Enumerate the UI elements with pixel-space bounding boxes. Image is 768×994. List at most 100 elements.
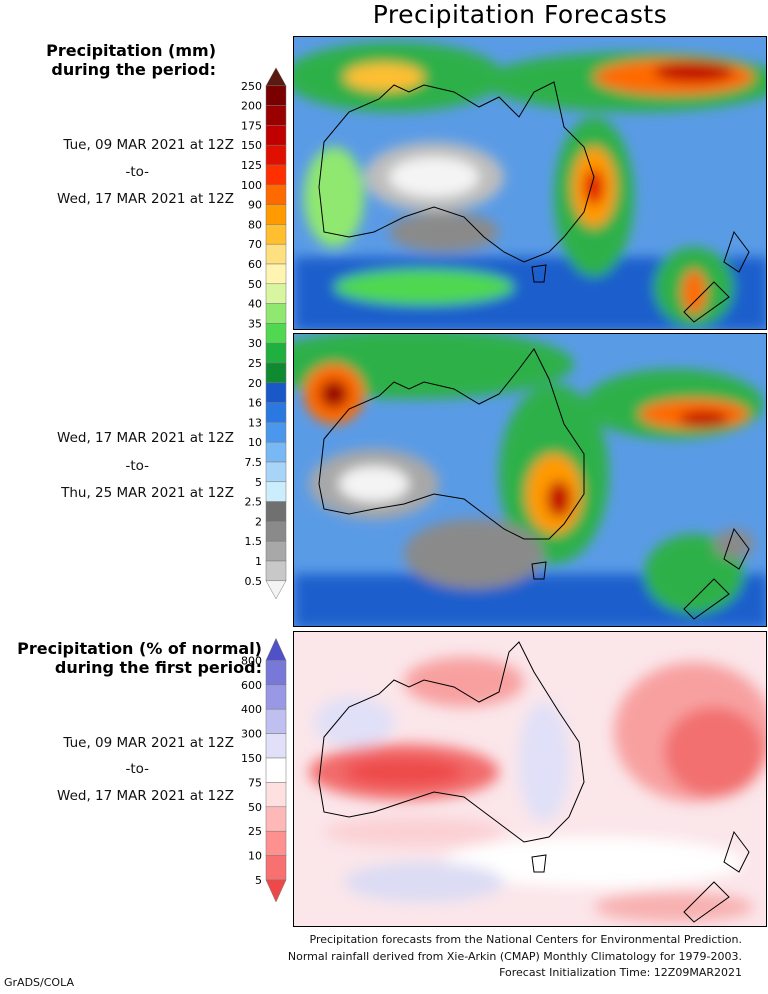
pct-scale-tick-label: 400 xyxy=(241,703,262,716)
map-period1-canvas xyxy=(294,37,766,329)
mm-scale-tick-label: 30 xyxy=(248,337,262,350)
period1-end: Wed, 17 MAR 2021 at 12Z xyxy=(57,191,234,207)
mm-scale-tick-label: 50 xyxy=(248,278,262,291)
mm-scale-tick-label: 90 xyxy=(248,199,262,212)
mm-scale-tick-label: 175 xyxy=(241,119,262,132)
mm-scale-swatch xyxy=(265,422,287,443)
mm-scale-tick-label: 40 xyxy=(248,298,262,311)
pct-scale-swatch xyxy=(265,660,287,686)
pct-scale-tick-label: 50 xyxy=(248,801,262,814)
pct-scale-tick-label: 150 xyxy=(241,752,262,765)
period2-end: Thu, 25 MAR 2021 at 12Z xyxy=(61,485,234,501)
mm-scale-swatch xyxy=(265,85,287,106)
footer-line1: Precipitation forecasts from the Nationa… xyxy=(309,933,743,946)
mm-scale-swatch xyxy=(265,204,287,225)
pct-heading-line1: Precipitation (% of normal) xyxy=(17,639,262,658)
mm-scale-swatch xyxy=(265,382,287,403)
period3-end: Wed, 17 MAR 2021 at 12Z xyxy=(57,788,234,804)
mm-scale-swatch xyxy=(265,441,287,463)
pct-heading: Precipitation (% of normal) during the f… xyxy=(4,639,262,677)
pct-scale-tick-label: 75 xyxy=(248,776,262,789)
map-percent-normal xyxy=(293,631,767,927)
pct-scale-swatch xyxy=(265,879,287,903)
mm-scale-tick-label: 2 xyxy=(255,515,262,528)
pct-scale-swatch xyxy=(265,637,287,661)
mm-scale-swatch xyxy=(265,362,287,384)
mm-scale-tick-label: 7.5 xyxy=(245,456,263,469)
mm-scale-tick-label: 1.5 xyxy=(245,535,263,548)
pct-scale-tick-label: 600 xyxy=(241,679,262,692)
mm-scale-swatch xyxy=(265,125,287,146)
mm-scale-tick-label: 35 xyxy=(248,317,262,330)
footer-notes: Precipitation forecasts from the Nationa… xyxy=(288,932,742,982)
pct-color-scale: 800 600 400 300 150 75 50 25 10 5 xyxy=(241,637,287,903)
pct-scale-swatch xyxy=(265,806,287,832)
mm-scale-tick-label: 25 xyxy=(248,357,262,370)
pct-scale-swatch xyxy=(265,757,287,783)
mm-scale-tick-label: 5 xyxy=(255,476,262,489)
mm-scale-swatch xyxy=(265,263,287,285)
mm-heading-line2: during the period: xyxy=(51,60,216,79)
mm-scale-swatch xyxy=(265,461,287,483)
mm-scale-tick-label: 200 xyxy=(241,100,262,113)
mm-scale-swatch xyxy=(265,342,287,364)
mm-scale-tick-label: 60 xyxy=(248,258,262,271)
mm-scale-swatch xyxy=(265,243,287,265)
mm-scale-swatch xyxy=(265,521,287,542)
footer-line2: Normal rainfall derived from Xie-Arkin (… xyxy=(287,949,742,963)
map-period1 xyxy=(293,36,767,330)
mm-scale-tick-label: 70 xyxy=(248,238,262,251)
mm-scale-swatch xyxy=(265,184,287,205)
mm-scale-tick-label: 2.5 xyxy=(245,496,263,509)
page-title: Precipitation Forecasts xyxy=(372,0,668,29)
mm-scale-tick-label: 150 xyxy=(241,139,262,152)
credit-label: GrADS/COLA xyxy=(4,976,74,989)
mm-scale-swatch xyxy=(265,105,287,126)
mm-scale-tick-label: 125 xyxy=(241,159,262,172)
pct-scale-tick-label: 300 xyxy=(241,728,262,741)
mm-scale-swatch xyxy=(265,580,287,600)
mm-scale-swatch xyxy=(265,224,287,245)
footer-line3: Forecast Initialization Time: 12Z09MAR20… xyxy=(499,966,742,979)
mm-heading: Precipitation (mm) during the period: xyxy=(20,41,216,79)
mm-scale-tick-label: 250 xyxy=(241,80,262,93)
mm-scale-tick-label: 1 xyxy=(255,555,262,568)
pct-scale-swatch xyxy=(265,782,287,808)
mm-scale-swatch xyxy=(265,164,287,186)
map-percent-normal-canvas xyxy=(294,632,766,926)
pct-scale-tick-label: 5 xyxy=(255,874,262,887)
mm-scale-swatch xyxy=(265,323,287,344)
mm-scale-swatch xyxy=(265,481,287,502)
map-period2-canvas xyxy=(294,334,766,626)
pct-scale-swatch xyxy=(265,708,287,734)
map-period2 xyxy=(293,333,767,627)
mm-scale-tick-label: 13 xyxy=(248,416,262,429)
period3-start: Tue, 09 MAR 2021 at 12Z xyxy=(63,735,234,751)
period1-to: -to- xyxy=(125,164,149,180)
mm-scale-tick-label: 80 xyxy=(248,218,262,231)
mm-scale-swatch xyxy=(265,303,287,324)
pct-heading-line2: during the first period: xyxy=(54,658,262,677)
mm-scale-swatch xyxy=(265,283,287,304)
mm-scale-swatch xyxy=(265,67,287,87)
mm-scale-swatch xyxy=(265,144,287,166)
mm-scale-swatch xyxy=(265,501,287,522)
mm-scale-tick-label: 10 xyxy=(248,436,262,449)
period3-to: -to- xyxy=(125,761,149,777)
mm-scale-swatch xyxy=(265,540,287,562)
pct-scale-tick-label: 25 xyxy=(248,825,262,838)
mm-scale-tick-label: 0.5 xyxy=(245,575,263,588)
pct-scale-tick-label: 10 xyxy=(248,850,262,863)
period1-start: Tue, 09 MAR 2021 at 12Z xyxy=(63,137,234,153)
pct-scale-swatch xyxy=(265,684,287,710)
mm-scale-tick-label: 20 xyxy=(248,377,262,390)
pct-scale-swatch xyxy=(265,733,287,759)
mm-color-scale: 2502001751501251009080706050403530252016… xyxy=(241,67,287,600)
mm-scale-swatch xyxy=(265,560,287,582)
pct-scale-tick-label: 800 xyxy=(241,654,262,667)
period2-to: -to- xyxy=(125,458,149,474)
pct-scale-swatch xyxy=(265,830,287,856)
mm-scale-tick-label: 100 xyxy=(241,179,262,192)
pct-scale-swatch xyxy=(265,855,287,881)
mm-scale-swatch xyxy=(265,402,287,423)
